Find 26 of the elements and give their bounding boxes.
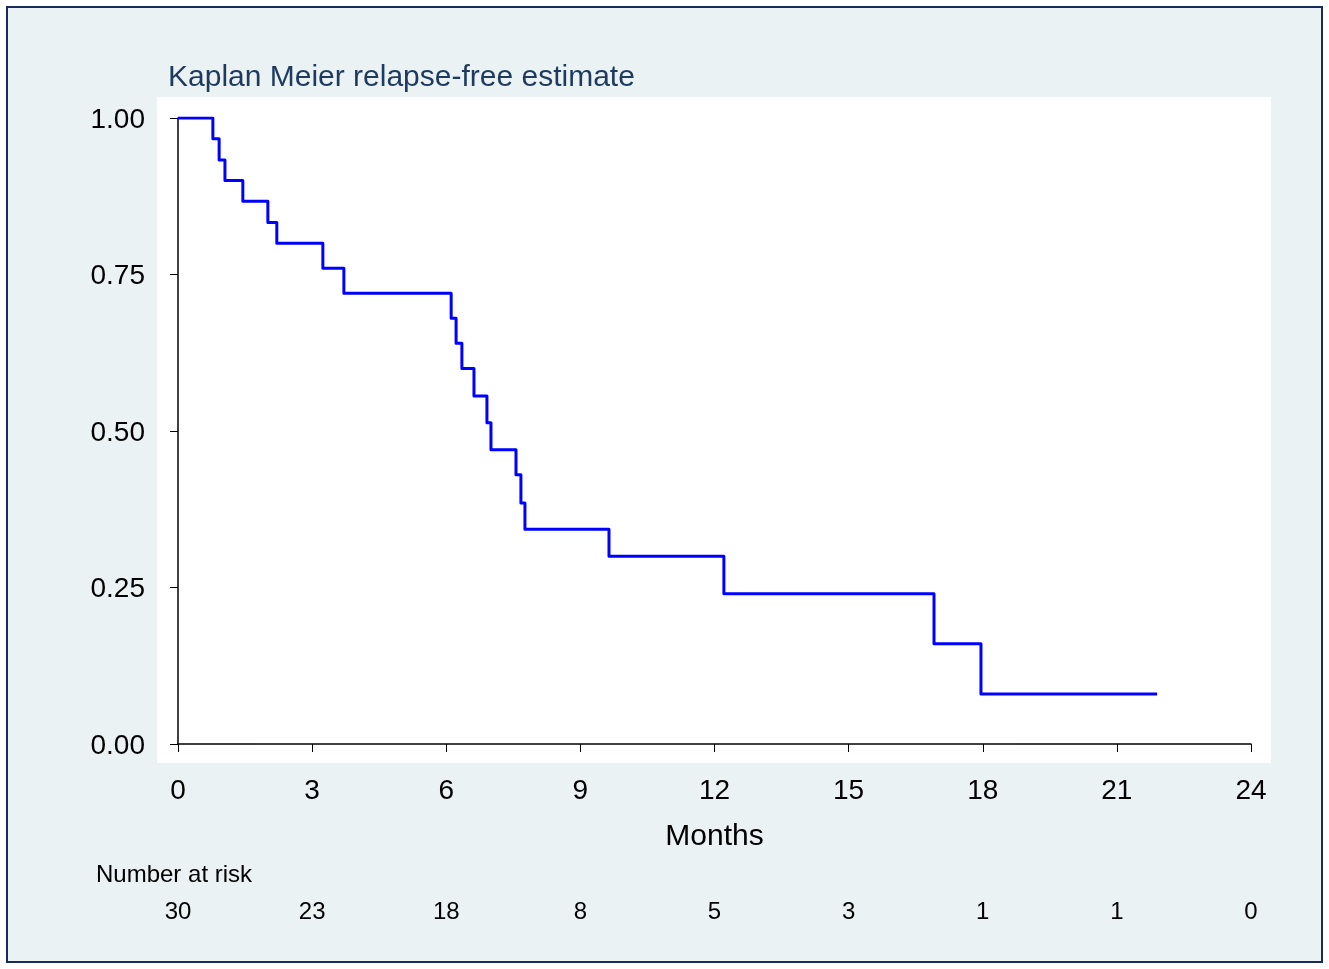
x-tick-label: 24 <box>1235 773 1267 805</box>
y-tick-label: 0.50 <box>90 415 145 447</box>
text: 1 <box>976 896 990 924</box>
text: 30 <box>164 896 192 924</box>
x-tick-label: 9 <box>572 773 589 805</box>
text: 3 <box>841 896 856 924</box>
x-tick-label: 12 <box>698 773 731 805</box>
x-tick-label: 3 <box>304 773 320 805</box>
text: 1 <box>1110 896 1124 924</box>
x-tick-label: 15 <box>833 773 865 805</box>
text: 23 <box>298 896 326 924</box>
y-tick-label: 0.00 <box>90 728 145 760</box>
x-axis-title: Months <box>665 817 764 851</box>
chart-title: Kaplan Meier relapse-free estimate <box>168 58 635 92</box>
x-tick-label: 0 <box>170 773 186 805</box>
x-tick-label: 18 <box>967 773 999 805</box>
text: 5 <box>707 896 722 924</box>
text: 0 <box>1244 896 1258 924</box>
x-tick-label: 21 <box>1101 773 1133 805</box>
text: 8 <box>573 896 588 924</box>
text: 18 <box>432 896 460 924</box>
y-tick-label: 0.25 <box>90 572 145 603</box>
y-tick-label: 0.75 <box>90 259 145 290</box>
y-tick-label: 1.00 <box>90 102 145 134</box>
x-tick-label: 6 <box>438 773 455 805</box>
text: Number at risk <box>96 859 254 887</box>
